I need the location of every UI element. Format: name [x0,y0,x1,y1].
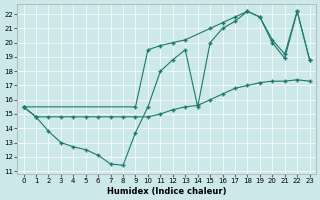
X-axis label: Humidex (Indice chaleur): Humidex (Indice chaleur) [107,187,226,196]
